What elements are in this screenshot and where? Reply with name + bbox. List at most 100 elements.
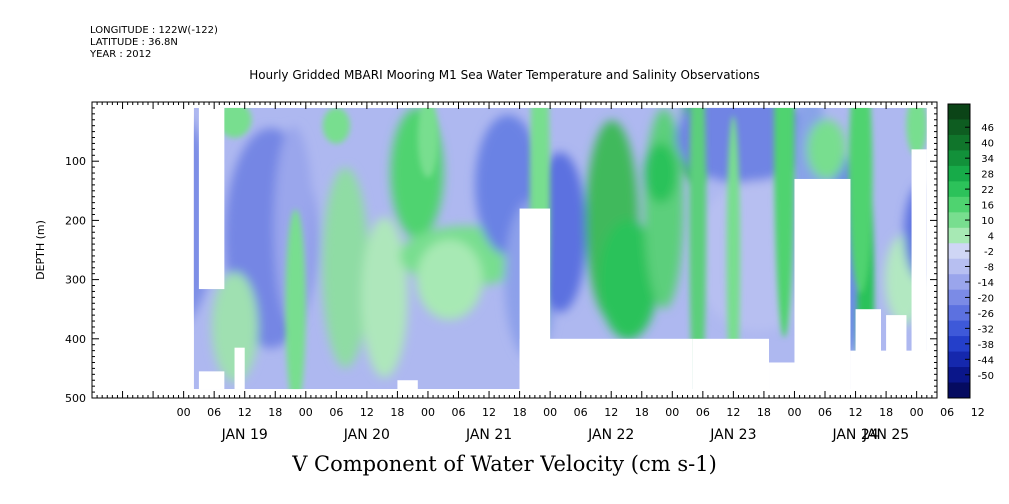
colorbar-swatch [948, 119, 970, 136]
colorbar-label: -2 [984, 247, 994, 258]
x-tick-label: 00 [665, 406, 679, 419]
y-axis-label: DEPTH (m) [34, 220, 47, 280]
colorbar: 46 40 34 28 22 16 10 4 -2 -8 -14 -20 -26 -32 -38 -44 -50 [947, 103, 994, 399]
y-tick-label: 500 [65, 392, 86, 405]
colorbar-swatch [948, 367, 970, 384]
longitude-label: LONGITUDE : 122W(-122) [90, 25, 218, 36]
colorbar-swatch [948, 212, 970, 229]
colorbar-swatch [948, 104, 970, 120]
y-tick-label: 100 [65, 155, 86, 168]
missing-data-block [911, 149, 927, 398]
colorbar-swatch [948, 274, 970, 291]
missing-data-block [590, 365, 622, 398]
x-tick-label: 00 [910, 406, 924, 419]
x-tick-label: 12 [726, 406, 740, 419]
field-detail-blob [417, 102, 439, 178]
field-detail-blob [689, 102, 707, 398]
colorbar-swatch [948, 196, 970, 213]
x-day-label: JAN 24 [831, 427, 878, 443]
y-tick-label: 300 [65, 274, 86, 287]
x-tick-label: 18 [513, 406, 527, 419]
x-tick-label: 06 [452, 406, 466, 419]
colorbar-label: 46 [981, 123, 994, 134]
axes: 100 200 300 400 500 00 06 12 18 00 06 12 18 00 06 12 18 0… [65, 101, 985, 443]
colorbar-label: -50 [978, 371, 994, 382]
colorbar-swatch [948, 382, 970, 399]
field-detail-blob [726, 115, 741, 396]
variable-title: V Component of Water Velocity (cm s-1) [292, 452, 717, 476]
missing-data-block [926, 102, 937, 398]
field-blob [806, 119, 847, 180]
missing-data-block [234, 347, 245, 390]
x-tick-label: 00 [421, 406, 435, 419]
field-blob [361, 217, 408, 378]
x-tick-label: 12 [482, 406, 496, 419]
x-tick-label: 18 [268, 406, 282, 419]
x-tick-label: 18 [757, 406, 771, 419]
colorbar-swatch [948, 320, 970, 337]
colorbar-label: 22 [981, 185, 994, 196]
colorbar-swatch [948, 289, 970, 306]
missing-data-block [799, 359, 810, 398]
colorbar-swatch [948, 150, 970, 167]
colorbar-swatch [948, 243, 970, 260]
field-detail-blob [906, 102, 927, 156]
colorbar-label: -20 [978, 293, 994, 304]
colorbar-label: 34 [981, 154, 994, 165]
field-detail-blob [285, 209, 306, 398]
x-tick-label: 18 [390, 406, 404, 419]
x-tick-label: 00 [177, 406, 191, 419]
year-label: YEAR : 2012 [90, 49, 152, 60]
x-day-label: JAN 19 [221, 427, 268, 443]
colorbar-swatch [948, 351, 970, 368]
field-detail-blob [217, 102, 252, 138]
x-tick-label: 06 [818, 406, 832, 419]
field-detail-blob [322, 107, 350, 144]
x-tick-label: 00 [543, 406, 557, 419]
x-day-label: JAN 22 [587, 427, 634, 443]
field-detail-blob [774, 102, 795, 338]
x-tick-label: 12 [604, 406, 618, 419]
colorbar-label: -38 [978, 340, 994, 351]
x-tick-label: 06 [329, 406, 343, 419]
x-day-label: JAN 25 [862, 427, 909, 443]
missing-data-block [886, 315, 907, 398]
colorbar-label: 10 [981, 216, 994, 227]
missing-data-block [397, 380, 418, 398]
colorbar-label: 4 [988, 232, 994, 243]
missing-data-block [692, 338, 770, 398]
chart-title: Hourly Gridded MBARI Mooring M1 Sea Wate… [249, 68, 760, 82]
colorbar-swatch [948, 227, 970, 244]
latitude-label: LATITUDE : 36.8N [90, 37, 178, 48]
x-tick-label: 00 [787, 406, 801, 419]
x-tick-label: 06 [940, 406, 954, 419]
colorbar-label: -14 [978, 278, 994, 289]
colorbar-swatch [948, 305, 970, 322]
colorbar-swatch [948, 336, 970, 353]
x-tick-label: 18 [635, 406, 649, 419]
colorbar-swatch [948, 258, 970, 275]
colorbar-label: -44 [978, 355, 994, 366]
x-tick-label: 12 [849, 406, 863, 419]
field-blob [598, 219, 658, 340]
y-tick-label: 200 [65, 214, 86, 227]
field-detail-blob [848, 102, 873, 294]
x-tick-label: 06 [696, 406, 710, 419]
colorbar-label: 28 [981, 170, 994, 181]
field-blob [416, 239, 483, 320]
colorbar-swatch [948, 181, 970, 198]
x-tick-label: 18 [879, 406, 893, 419]
missing-data-block [198, 371, 225, 390]
missing-data-block [198, 107, 225, 290]
colorbar-label: -26 [978, 309, 994, 320]
colorbar-label: -8 [984, 262, 994, 273]
x-day-label: JAN 21 [465, 427, 512, 443]
colorbar-label: 16 [981, 201, 994, 212]
missing-data-block [92, 389, 937, 398]
x-day-label: JAN 23 [709, 427, 756, 443]
colorbar-swatch [948, 134, 970, 151]
x-tick-label: 00 [299, 406, 313, 419]
x-tick-label: 12 [971, 406, 985, 419]
colorbar-swatch [948, 165, 970, 182]
